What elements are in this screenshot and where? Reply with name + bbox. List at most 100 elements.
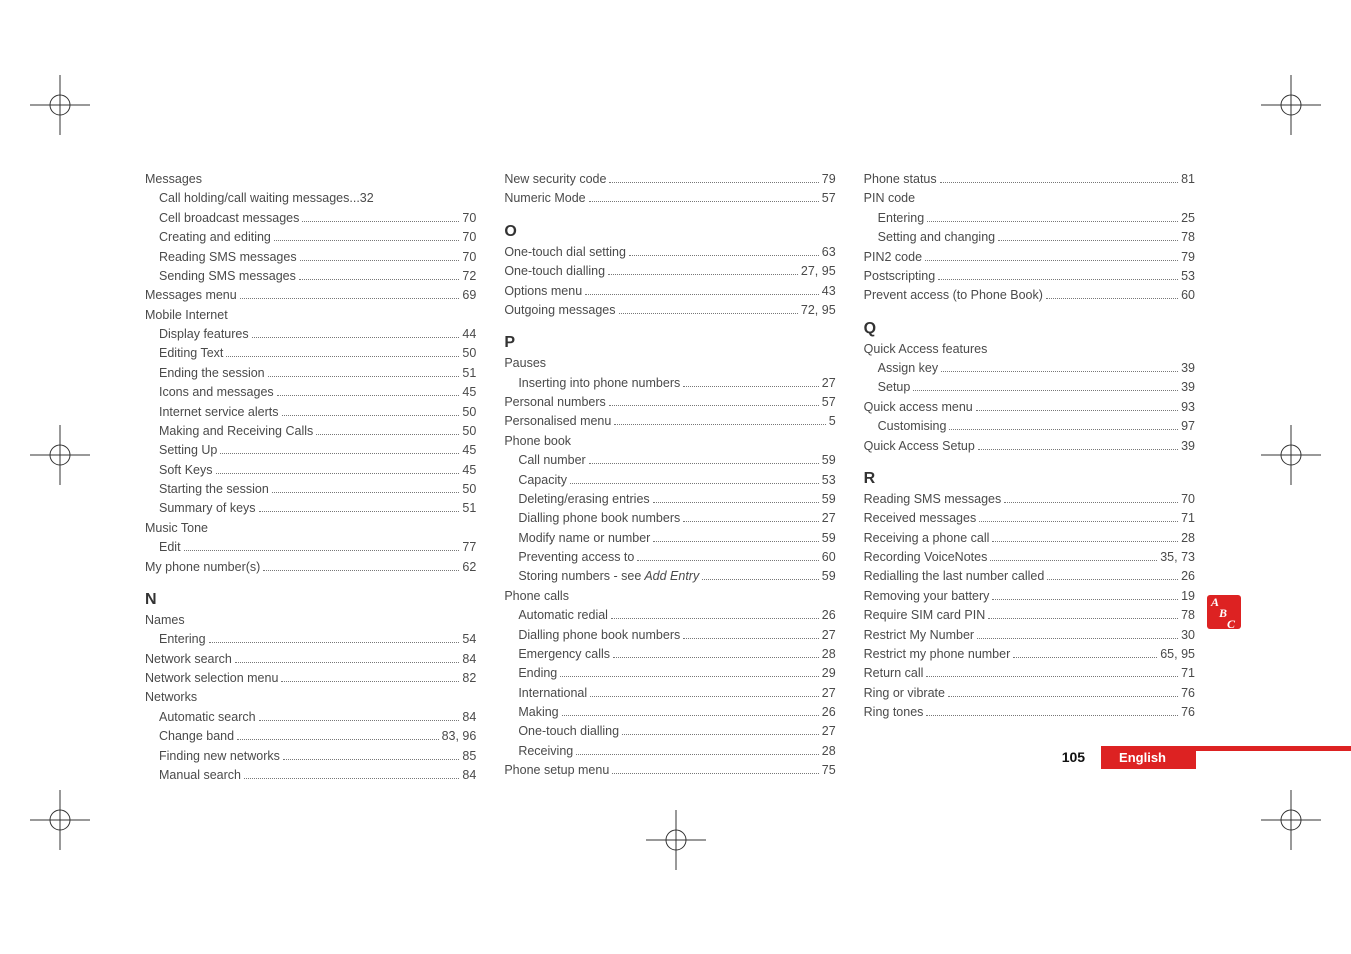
dot-leader — [576, 744, 819, 755]
dot-leader — [220, 443, 459, 454]
index-entry-label: One-touch dial setting — [504, 243, 626, 262]
index-entry: New security code 79 — [504, 170, 835, 189]
index-entry-label: Change band — [159, 727, 234, 746]
index-entry: Modify name or number 59 — [504, 529, 835, 548]
index-entry-label: Icons and messages — [159, 383, 274, 402]
index-entry: Reading SMS messages 70 — [145, 248, 476, 267]
index-entry-page: 60 — [822, 548, 836, 567]
index-entry-label: Deleting/erasing entries — [518, 490, 649, 509]
index-heading: Messages — [145, 170, 476, 189]
index-entry: Soft Keys 45 — [145, 461, 476, 480]
index-entry-label: My phone number(s) — [145, 558, 260, 577]
index-heading: Names — [145, 611, 476, 630]
index-entry-page: ...32 — [349, 189, 373, 208]
index-entry-page: 69 — [462, 286, 476, 305]
index-entry-label: Display features — [159, 325, 249, 344]
index-entry: Setting Up 45 — [145, 441, 476, 460]
index-entry-label: Assign key — [878, 359, 938, 378]
index-entry-label: One-touch dialling — [518, 722, 619, 741]
index-entry: Call holding/call waiting messages ...32 — [145, 189, 476, 208]
index-column-1: MessagesCall holding/call waiting messag… — [145, 170, 476, 785]
index-entry-page: 45 — [462, 441, 476, 460]
index-heading: Phone calls — [504, 587, 835, 606]
index-entry-label: Inserting into phone numbers — [518, 374, 680, 393]
dot-leader — [992, 531, 1178, 542]
dot-leader — [988, 608, 1178, 619]
index-entry-label: Prevent access (to Phone Book) — [864, 286, 1043, 305]
index-entry-label: Making — [518, 703, 558, 722]
tab-letter-c: C — [1207, 619, 1241, 630]
dot-leader — [282, 405, 460, 416]
index-entry: Starting the session 50 — [145, 480, 476, 499]
dot-leader — [622, 724, 819, 735]
dot-leader — [614, 414, 825, 425]
index-entry-page: 28 — [1181, 529, 1195, 548]
index-section-letter: O — [504, 223, 835, 241]
dot-leader — [209, 632, 460, 643]
dot-leader — [1047, 569, 1178, 580]
index-entry: Messages menu 69 — [145, 286, 476, 305]
dot-leader — [283, 749, 460, 760]
dot-leader — [683, 628, 819, 639]
index-entry-page: 77 — [462, 538, 476, 557]
index-entry-label: Storing numbers - see Add Entry — [518, 567, 699, 586]
index-entry: Ending 29 — [504, 664, 835, 683]
index-section-letter: N — [145, 591, 476, 609]
index-entry: Sending SMS messages 72 — [145, 267, 476, 286]
index-entry-label: Capacity — [518, 471, 567, 490]
dot-leader — [316, 424, 459, 435]
index-entry-label: Sending SMS messages — [159, 267, 296, 286]
index-entry-label: Numeric Mode — [504, 189, 585, 208]
index-entry-label: Ending — [518, 664, 557, 683]
dot-leader — [702, 569, 819, 580]
page-number: 105 — [1054, 745, 1101, 769]
index-entry-page: 30 — [1181, 626, 1195, 645]
dot-leader — [619, 303, 798, 314]
index-entry-label: Receiving a phone call — [864, 529, 990, 548]
index-entry: Personal numbers 57 — [504, 393, 835, 412]
dot-leader — [590, 686, 819, 697]
index-entry-label: Automatic redial — [518, 606, 608, 625]
index-entry: Removing your battery 19 — [864, 587, 1195, 606]
dot-leader — [252, 327, 460, 338]
index-tab-icon: A B C — [1207, 595, 1241, 629]
dot-leader — [562, 705, 819, 716]
index-entry-page: 57 — [822, 393, 836, 412]
index-entry-page: 70 — [462, 228, 476, 247]
index-entry: Entering 54 — [145, 630, 476, 649]
index-entry-label: Quick access menu — [864, 398, 973, 417]
index-entry: Postscripting 53 — [864, 267, 1195, 286]
index-entry-label: Creating and editing — [159, 228, 271, 247]
index-entry: Outgoing messages 72, 95 — [504, 301, 835, 320]
index-entry-page: 72 — [462, 267, 476, 286]
dot-leader — [235, 652, 460, 663]
index-heading: Music Tone — [145, 519, 476, 538]
index-entry-page: 59 — [822, 451, 836, 470]
dot-leader — [612, 763, 818, 774]
index-entry-label: Reading SMS messages — [864, 490, 1002, 509]
index-entry-label: Received messages — [864, 509, 977, 528]
dot-leader — [216, 463, 460, 474]
index-entry-label: Summary of keys — [159, 499, 256, 518]
dot-leader — [281, 671, 459, 682]
index-entry-page: 65, 95 — [1160, 645, 1195, 664]
page: MessagesCall holding/call waiting messag… — [0, 0, 1351, 954]
index-entry-label: Call number — [518, 451, 585, 470]
index-entry-label: Ending the session — [159, 364, 265, 383]
index-entry-label: Finding new networks — [159, 747, 280, 766]
dot-leader — [637, 550, 818, 561]
index-entry-page: 27 — [822, 374, 836, 393]
index-entry-page: 54 — [462, 630, 476, 649]
dot-leader — [1046, 288, 1178, 299]
dot-leader — [609, 395, 819, 406]
index-entry-page: 62 — [462, 558, 476, 577]
crop-mark-top-right — [1261, 75, 1321, 135]
index-entry-label: Removing your battery — [864, 587, 990, 606]
index-entry: Finding new networks 85 — [145, 747, 476, 766]
index-entry-page: 85 — [462, 747, 476, 766]
index-heading: Pauses — [504, 354, 835, 373]
index-entry-page: 44 — [462, 325, 476, 344]
index-heading: PIN code — [864, 189, 1195, 208]
index-entry-label: Network search — [145, 650, 232, 669]
index-entry: PIN2 code 79 — [864, 248, 1195, 267]
